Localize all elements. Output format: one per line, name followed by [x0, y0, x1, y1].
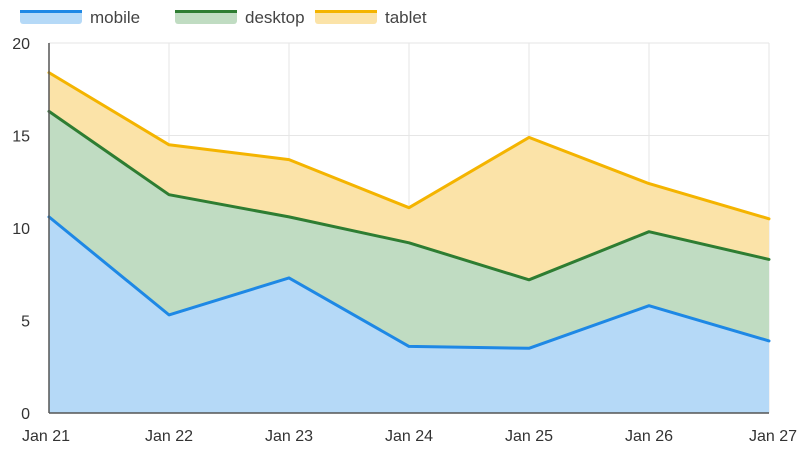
legend-swatch-desktop [175, 10, 237, 24]
area-desktop [49, 111, 769, 349]
legend-label-tablet: tablet [385, 8, 427, 27]
line-mobile [47, 215, 771, 350]
line-desktop [47, 109, 771, 282]
line-tablet [47, 71, 771, 221]
x-tick-label: Jan 22 [145, 428, 193, 445]
legend-swatch-tablet [315, 10, 377, 24]
x-tick-label: Jan 25 [505, 428, 553, 445]
x-tick-label: Jan 21 [22, 428, 70, 445]
x-tick-label: Jan 26 [625, 428, 673, 445]
legend-label-mobile: mobile [90, 8, 140, 27]
area-tablet [49, 72, 769, 280]
y-tick-label: 0 [21, 406, 30, 423]
x-tick-label: Jan 24 [385, 428, 433, 445]
x-tick-label: Jan 27 [749, 428, 797, 445]
x-tick-label: Jan 23 [265, 428, 313, 445]
area-mobile [49, 216, 769, 413]
y-tick-label: 20 [12, 36, 30, 53]
y-tick-label: 15 [12, 129, 30, 146]
y-tick-label: 10 [12, 221, 30, 238]
legend-label-desktop: desktop [245, 8, 305, 27]
y-tick-label: 5 [21, 314, 30, 331]
legend-swatch-mobile [20, 10, 82, 24]
